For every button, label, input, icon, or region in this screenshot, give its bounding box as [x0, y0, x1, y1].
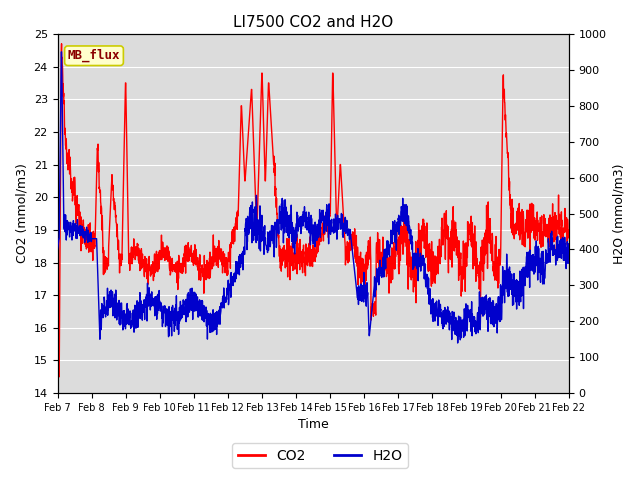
X-axis label: Time: Time: [298, 419, 328, 432]
Y-axis label: CO2 (mmol/m3): CO2 (mmol/m3): [15, 164, 28, 264]
Y-axis label: H2O (mmol/m3): H2O (mmol/m3): [612, 163, 625, 264]
Text: MB_flux: MB_flux: [68, 49, 120, 62]
Title: LI7500 CO2 and H2O: LI7500 CO2 and H2O: [233, 15, 393, 30]
Legend: CO2, H2O: CO2, H2O: [232, 443, 408, 468]
